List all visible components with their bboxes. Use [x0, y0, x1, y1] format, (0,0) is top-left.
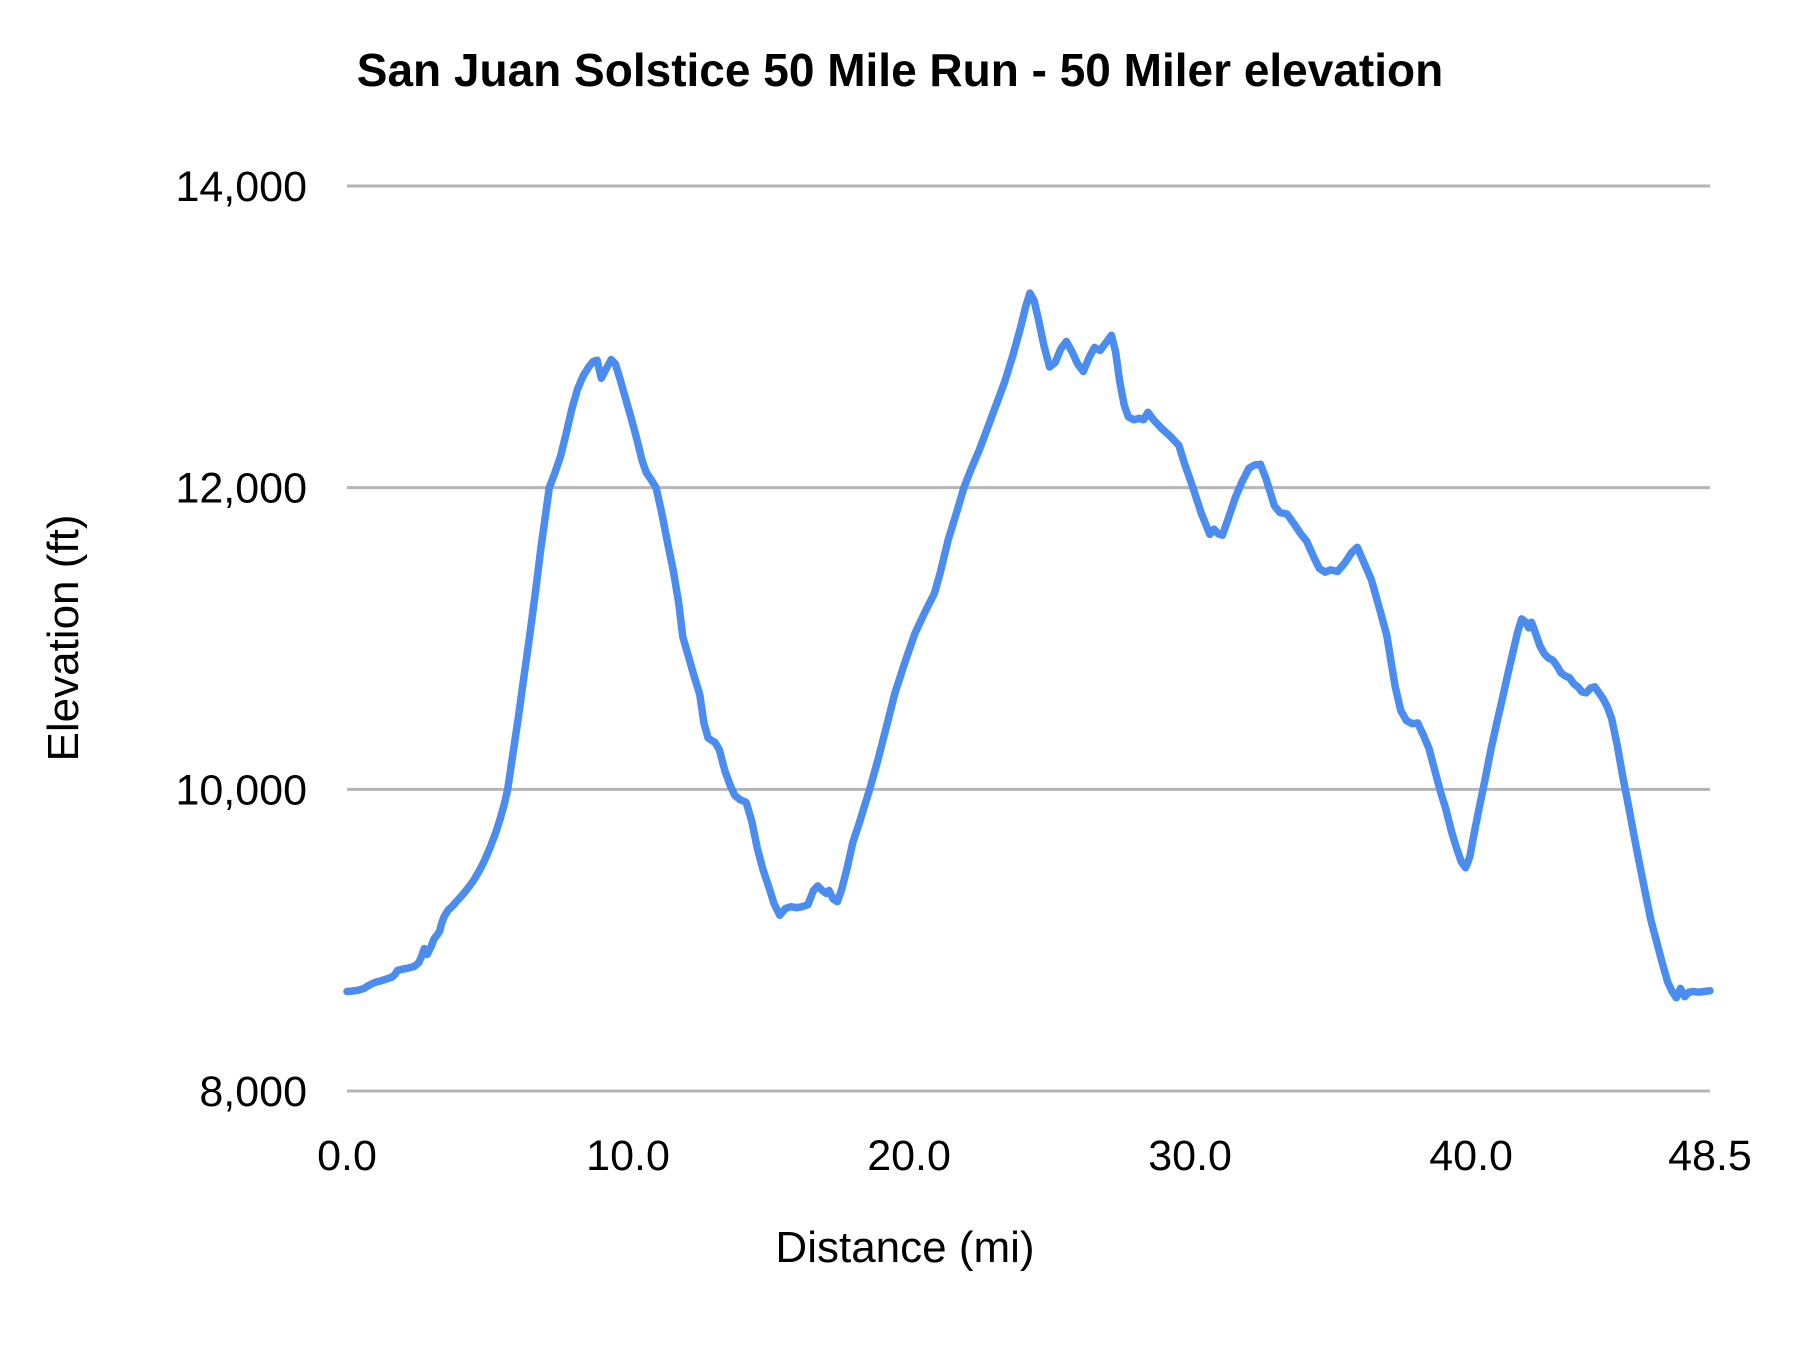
chart-title: San Juan Solstice 50 Mile Run - 50 Miler… — [357, 44, 1443, 96]
y-axis-title: Elevation (ft) — [39, 515, 88, 762]
x-tick-label-48.5: 48.5 — [1668, 1132, 1752, 1180]
elevation-series-line — [343, 289, 1714, 1002]
x-tick-label-0.0: 0.0 — [317, 1132, 377, 1180]
x-tick-label-30.0: 30.0 — [1148, 1132, 1232, 1180]
y-tick-label-14,000: 14,000 — [175, 163, 307, 211]
x-tick-label-40.0: 40.0 — [1429, 1132, 1513, 1180]
y-tick-label-12,000: 12,000 — [175, 465, 307, 513]
y-tick-label-10,000: 10,000 — [175, 766, 307, 814]
y-axis-tick-labels: 8,000 10,000 12,000 14,000 — [175, 163, 307, 1116]
x-tick-label-10.0: 10.0 — [586, 1132, 670, 1180]
x-tick-label-20.0: 20.0 — [867, 1132, 951, 1180]
y-tick-label-8,000: 8,000 — [199, 1068, 307, 1116]
x-axis-title: Distance (mi) — [775, 1223, 1034, 1272]
gridlines — [347, 184, 1710, 1093]
x-axis-tick-labels: 0.0 10.0 20.0 30.0 40.0 48.5 — [317, 1132, 1752, 1180]
